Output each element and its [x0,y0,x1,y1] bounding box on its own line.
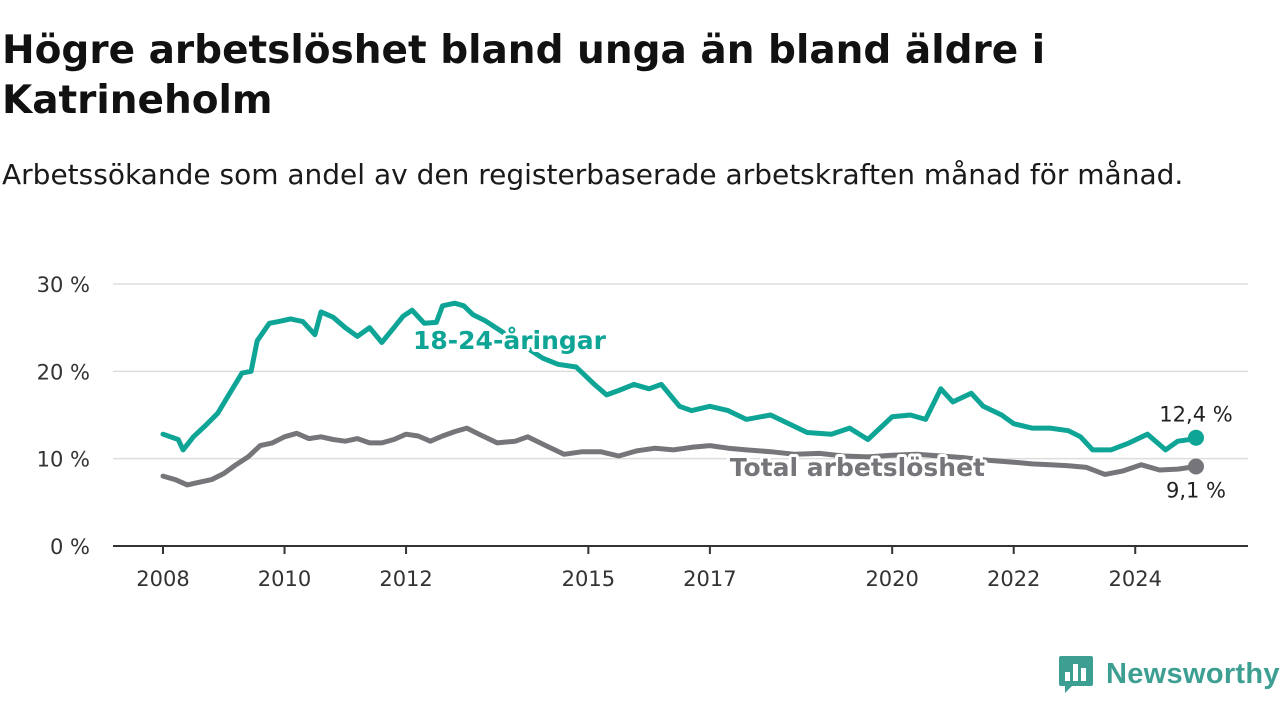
x-tick-label: 2022 [987,567,1040,591]
newsworthy-logo-icon [1059,656,1093,693]
series-name-label: Total arbetslöshet [730,453,985,482]
x-tick-label: 2020 [865,567,918,591]
x-tick-label: 2010 [258,567,311,591]
x-tick-label: 2024 [1109,567,1162,591]
newsworthy-logo: Newsworthy [1058,654,1280,694]
series-line [160,425,1199,488]
gridlines [113,283,1248,460]
series-lines [160,300,1204,488]
series-end-label: 9,1 % [1166,479,1226,503]
logo-text: Newsworthy [1106,657,1280,690]
series-end-label: 12,4 % [1159,403,1232,427]
x-tick-label: 2008 [136,567,189,591]
chart-subtitle: Arbetssökande som andel av den registerb… [2,158,1184,191]
series-end-point [1188,458,1204,475]
series-name-label: 18-24-åringar [413,326,607,355]
chart-title: Högre arbetslöshet bland unga än bland ä… [2,28,1046,123]
series-end-point [1188,429,1204,446]
x-axis: 2008 2010 2012 2015 2017 2020 2022 2024 [113,545,1248,591]
series-line [160,300,1199,453]
y-tick-label: 20 % [37,360,90,384]
y-tick-label: 30 % [37,273,90,297]
series-labels: 18-24-åringar 12,4 % Total arbetslöshet 9,1… [410,323,1235,505]
y-axis-ticks: 0 % 10 % 20 % 30 % [37,273,90,559]
x-tick-label: 2017 [683,567,736,591]
x-tick-label: 2012 [379,567,432,591]
x-tick-label: 2015 [562,567,615,591]
y-tick-label: 10 % [37,448,90,472]
y-tick-label: 0 % [50,535,90,559]
